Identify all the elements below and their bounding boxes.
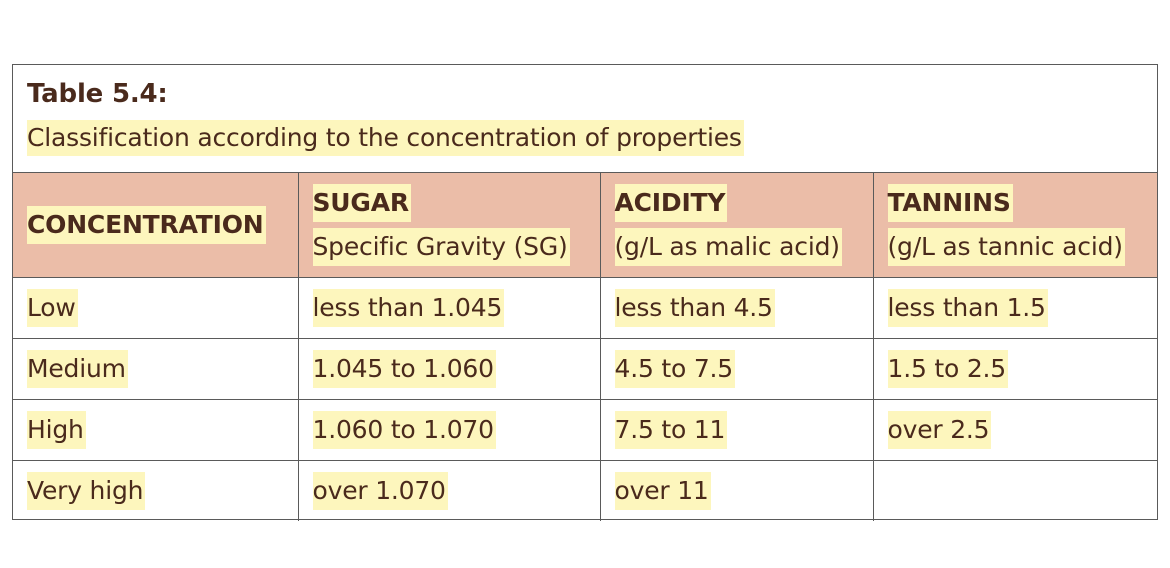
cell-text: less than 1.045 <box>312 289 505 327</box>
table-subtitle: Classification according to the concentr… <box>27 120 744 156</box>
cell-text: Very high <box>27 472 146 510</box>
cell-text: 7.5 to 11 <box>614 411 728 449</box>
table-title: Table 5.4: <box>27 79 168 109</box>
table-row: Medium 1.045 to 1.060 4.5 to 7.5 1.5 to … <box>13 338 1157 400</box>
table-cell: Medium <box>13 338 299 400</box>
cell-text: 1.060 to 1.070 <box>312 411 496 449</box>
header-tannins: TANNINS (g/L as tannic acid) <box>872 173 1157 278</box>
table-cell: less than 4.5 <box>599 277 874 339</box>
table-cell: less than 1.5 <box>872 277 1157 339</box>
header-row: CONCENTRATION SUGAR Specific Gravity (SG… <box>13 173 1157 278</box>
header-acidity: ACIDITY (g/L as malic acid) <box>599 173 874 278</box>
cell-text: High <box>27 411 86 449</box>
table-cell: Very high <box>13 460 299 521</box>
header-acidity-title: ACIDITY <box>614 184 728 222</box>
cell-text: less than 4.5 <box>614 289 775 327</box>
cell-text: Medium <box>27 350 128 388</box>
table-caption: Table 5.4: Classification according to t… <box>13 65 1157 173</box>
table-cell: 1.045 to 1.060 <box>297 338 601 400</box>
table-row: High 1.060 to 1.070 7.5 to 11 over 2.5 <box>13 399 1157 461</box>
table-cell: over 1.070 <box>297 460 601 521</box>
table-cell: 7.5 to 11 <box>599 399 874 461</box>
header-sugar-title: SUGAR <box>312 184 411 222</box>
header-tannins-title: TANNINS <box>887 184 1013 222</box>
header-sugar-unit: Specific Gravity (SG) <box>312 228 570 266</box>
cell-text: 4.5 to 7.5 <box>614 350 736 388</box>
table-cell: over 11 <box>599 460 874 521</box>
header-sugar: SUGAR Specific Gravity (SG) <box>297 173 601 278</box>
cell-text: 1.5 to 2.5 <box>887 350 1009 388</box>
cell-text: over 2.5 <box>887 411 992 449</box>
cell-text: 1.045 to 1.060 <box>312 350 496 388</box>
cell-text: over 1.070 <box>312 472 448 510</box>
table-cell: over 2.5 <box>872 399 1157 461</box>
table-row: Low less than 1.045 less than 4.5 less t… <box>13 277 1157 339</box>
table-cell: 4.5 to 7.5 <box>599 338 874 400</box>
classification-table: CONCENTRATION SUGAR Specific Gravity (SG… <box>13 173 1157 521</box>
header-concentration-label: CONCENTRATION <box>27 206 266 244</box>
header-concentration: CONCENTRATION <box>13 173 299 278</box>
table-cell: Low <box>13 277 299 339</box>
table-row: Very high over 1.070 over 11 <box>13 460 1157 521</box>
table-frame: Table 5.4: Classification according to t… <box>12 64 1158 521</box>
table-cell: High <box>13 399 299 461</box>
table-cell: less than 1.045 <box>297 277 601 339</box>
table-cell: 1.060 to 1.070 <box>297 399 601 461</box>
cell-text: over 11 <box>614 472 711 510</box>
table-cell-empty <box>872 460 1157 521</box>
header-acidity-unit: (g/L as malic acid) <box>614 228 842 266</box>
cell-text: Low <box>27 289 78 327</box>
table-cell: 1.5 to 2.5 <box>872 338 1157 400</box>
header-tannins-unit: (g/L as tannic acid) <box>887 228 1125 266</box>
cell-text: less than 1.5 <box>887 289 1048 327</box>
